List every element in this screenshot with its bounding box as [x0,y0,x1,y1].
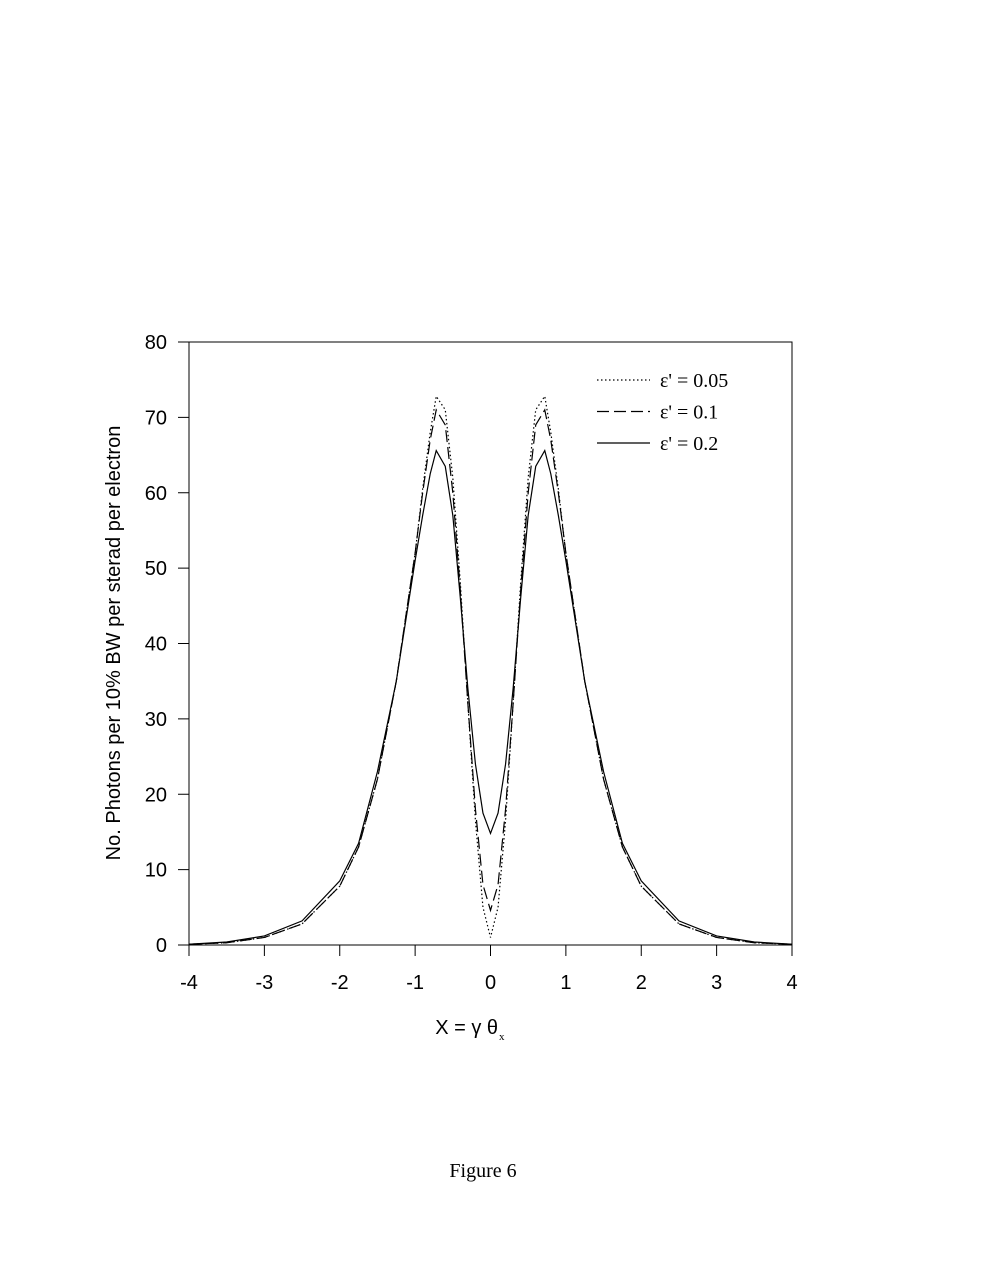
y-tick-label: 10 [145,860,167,882]
x-tick-label: 2 [636,972,647,994]
y-tick-label: 20 [145,784,167,806]
legend-label: ε' = 0.1 [660,402,718,424]
y-axis-label: No. Photons per 10% BW per sterad per el… [103,426,125,861]
y-tick-label: 50 [145,558,167,580]
x-tick-label: -1 [406,972,424,994]
figure-caption: Figure 6 [449,1160,516,1182]
x-tick-label: -4 [180,972,198,994]
y-tick-label: 60 [145,483,167,505]
x-tick-label: -2 [331,972,349,994]
legend-label: ε' = 0.05 [660,370,728,392]
x-axis-label: X = γ θ [435,1017,498,1039]
series-line [188,408,793,945]
x-tick-label: 1 [560,972,571,994]
y-tick-label: 40 [145,634,167,656]
y-tick-label: 80 [145,332,167,354]
x-tick-label: -3 [255,972,273,994]
x-tick-label: 3 [711,972,722,994]
x-tick-label: 4 [786,972,797,994]
y-tick-label: 30 [145,709,167,731]
x-tick-label: 0 [485,972,496,994]
x-axis-label-subscript: x [499,1031,505,1043]
series-line [188,394,793,945]
legend-label: ε' = 0.2 [660,433,718,455]
y-tick-label: 0 [156,935,167,957]
y-tick-label: 70 [145,407,167,429]
series-line [188,448,793,945]
